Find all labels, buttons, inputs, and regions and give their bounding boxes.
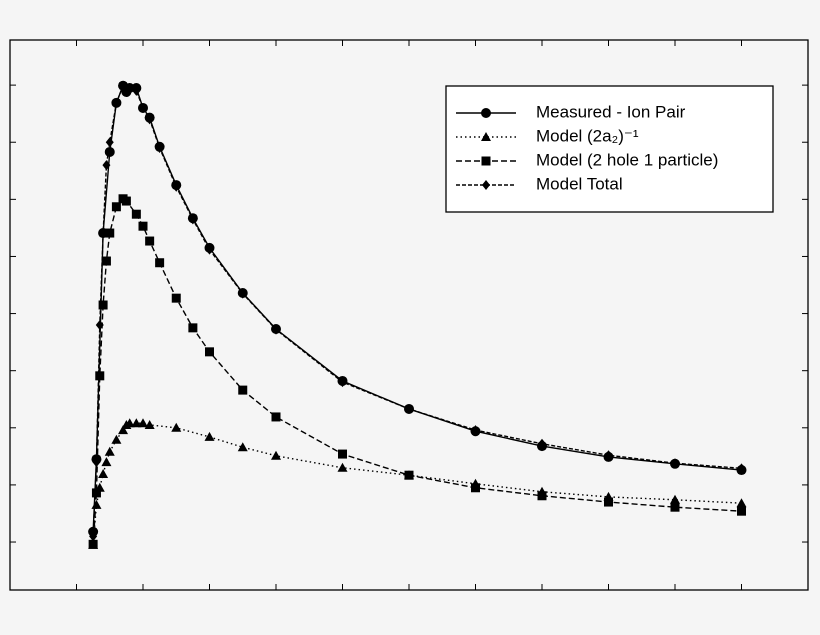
legend-label: Model (2a₂)⁻¹ [536,126,639,145]
point [105,228,115,238]
point [138,221,148,231]
point [271,450,281,460]
point [171,422,182,432]
point [338,377,347,388]
point [337,462,348,472]
point [91,499,102,509]
point [188,214,197,225]
point [111,434,122,444]
point [172,181,181,192]
point [131,209,141,219]
point [482,180,490,190]
point [736,498,747,508]
point [204,431,215,441]
point [471,425,480,436]
point [98,300,108,310]
point [155,258,165,268]
point [670,502,680,512]
point [481,108,491,118]
point [101,457,112,467]
point [237,442,248,452]
point [91,488,101,498]
point [471,483,480,493]
point [131,418,142,428]
point [118,425,129,435]
point [604,497,613,507]
point [145,236,155,246]
point [105,137,114,148]
point [171,293,181,303]
legend-label: Measured - Ion Pair [536,102,686,121]
point [89,531,98,542]
point [92,457,101,468]
point [144,419,155,429]
point [538,438,546,449]
point [155,142,164,153]
point [481,156,491,166]
point [132,85,141,96]
point [671,458,679,469]
point [104,446,115,456]
point [404,470,414,480]
point [188,323,198,333]
point [604,450,613,461]
point [238,288,247,299]
point [119,80,128,91]
point [271,412,281,422]
point [737,506,746,516]
point [88,539,98,549]
point [104,146,115,157]
point [138,418,148,428]
point [737,463,746,474]
point [99,228,108,239]
legend-label: Model Total [536,174,623,193]
legend-box [445,85,774,213]
point [205,347,214,357]
point [139,102,147,113]
point [537,491,547,501]
point [121,196,131,206]
legend-label: Model (2 hole 1 particle) [536,150,718,169]
point [101,256,111,266]
point [145,114,154,125]
point [125,82,134,93]
point [405,403,413,414]
point [98,469,109,479]
point [238,385,248,395]
point [670,494,680,504]
point [102,160,111,171]
point [481,132,491,141]
point [205,244,214,255]
point [124,418,135,428]
point [111,202,121,212]
point [272,324,280,335]
point [338,449,347,459]
point [95,319,104,330]
point [95,371,105,381]
point [112,97,121,108]
